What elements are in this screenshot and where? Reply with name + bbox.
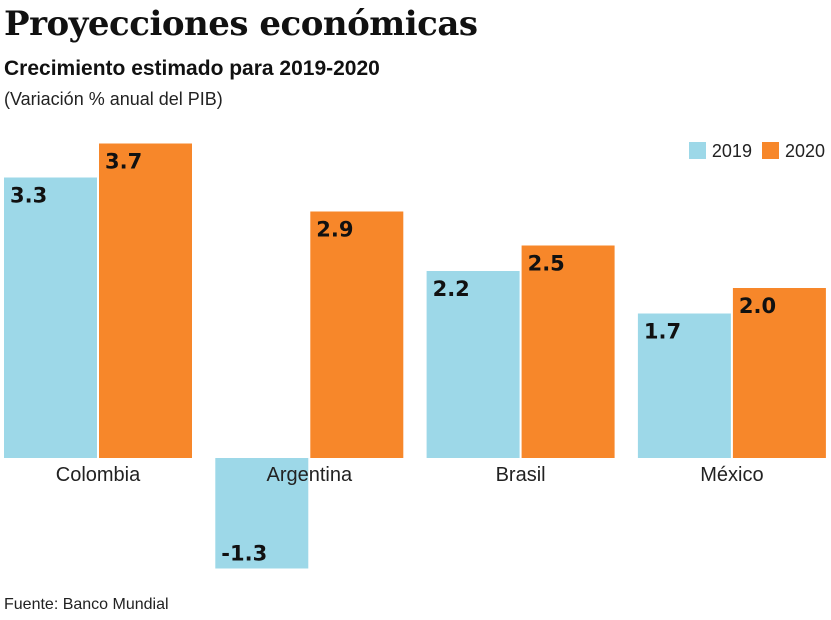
bar-méxico-2020: [732, 288, 826, 458]
legend-label: 2020: [784, 141, 825, 161]
category-label: México: [700, 464, 763, 486]
chart-title: Proyecciones económicas: [4, 4, 478, 44]
data-label: 3.3: [10, 184, 47, 208]
legend-label: 2019: [711, 141, 752, 161]
category-label: Brasil: [496, 464, 546, 486]
legend-swatch-2020: [761, 142, 779, 159]
data-label: 2.5: [528, 252, 565, 276]
chart-note: (Variación % anual del PIB): [4, 89, 223, 109]
data-label: 2.9: [316, 218, 353, 242]
bar-brasil-2019: [426, 271, 520, 458]
legend-item-2020: 2020: [761, 141, 825, 162]
data-label: 1.7: [644, 320, 681, 344]
legend-item-2019: 2019: [688, 141, 752, 162]
data-label: -1.3: [221, 542, 267, 566]
bar-méxico-2019: [637, 313, 731, 458]
source-note: Fuente: Banco Mundial: [4, 596, 169, 613]
chart-subtitle: Crecimiento estimado para 2019-2020: [4, 57, 380, 80]
bar-argentina-2019: [215, 458, 309, 569]
category-label: Colombia: [56, 464, 141, 486]
data-label: 2.0: [739, 294, 776, 318]
data-label: 3.7: [105, 150, 142, 174]
category-label: Argentina: [266, 464, 352, 486]
bar-colombia-2020: [99, 143, 192, 458]
bar-argentina-2020: [310, 211, 404, 458]
bar-brasil-2020: [521, 245, 615, 458]
legend-swatch-2019: [688, 142, 706, 159]
legend: 2019 2020: [688, 141, 825, 162]
data-label: 2.2: [433, 277, 470, 301]
bar-colombia-2019: [4, 177, 97, 458]
